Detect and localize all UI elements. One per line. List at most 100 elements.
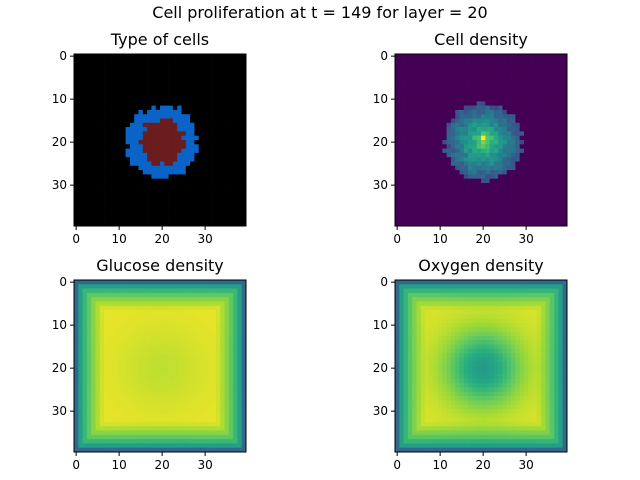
heatmap-cell xyxy=(433,191,439,197)
heatmap-cell xyxy=(168,383,174,388)
heatmap-cell xyxy=(112,383,118,388)
heatmap-cell xyxy=(134,183,139,188)
heatmap-cell xyxy=(155,152,161,158)
heatmap-cell xyxy=(211,208,217,214)
heatmap-cell xyxy=(459,127,465,132)
heatmap-cell xyxy=(446,114,452,119)
heatmap-cell xyxy=(134,79,139,85)
heatmap-cell xyxy=(224,208,230,214)
heatmap-cell xyxy=(198,292,204,298)
heatmap-cell xyxy=(112,165,118,171)
heatmap-cell xyxy=(455,183,460,188)
heatmap-cell xyxy=(172,404,178,410)
heatmap-cell xyxy=(224,88,230,94)
heatmap-cell xyxy=(485,152,490,158)
heatmap-cell xyxy=(429,174,435,180)
heatmap-cell xyxy=(228,174,234,180)
heatmap-cell xyxy=(95,62,101,68)
heatmap-cell xyxy=(112,178,118,184)
heatmap-cell xyxy=(463,109,469,115)
heatmap-cell xyxy=(151,434,157,440)
heatmap-cell xyxy=(82,131,88,137)
heatmap-cell xyxy=(489,131,495,137)
heatmap-cell xyxy=(241,327,247,332)
heatmap-cell xyxy=(125,109,131,115)
heatmap-cell xyxy=(198,140,204,145)
heatmap-cell xyxy=(438,66,443,72)
heatmap-cell xyxy=(476,58,482,63)
heatmap-cell xyxy=(228,447,234,453)
heatmap-cell xyxy=(481,195,486,201)
heatmap-cell xyxy=(78,391,83,397)
heatmap-cell xyxy=(524,288,529,294)
heatmap-cell xyxy=(112,331,118,337)
heatmap-cell xyxy=(112,426,118,431)
heatmap-cell xyxy=(91,66,96,72)
heatmap-cell xyxy=(207,170,212,175)
heatmap-cell xyxy=(74,127,79,132)
heatmap-cell xyxy=(181,79,187,85)
heatmap-cell xyxy=(481,174,486,180)
heatmap-cell xyxy=(241,221,247,227)
heatmap-cell xyxy=(121,305,126,311)
heatmap-cell xyxy=(416,178,422,184)
heatmap-cell xyxy=(142,323,148,328)
heatmap-cell xyxy=(95,439,101,444)
heatmap-cell xyxy=(198,370,204,375)
heatmap-cell xyxy=(489,221,495,227)
heatmap-cell xyxy=(91,447,96,453)
heatmap-cell xyxy=(233,301,238,307)
heatmap-cell xyxy=(198,353,204,358)
heatmap-cell xyxy=(515,71,521,76)
heatmap-cell xyxy=(549,88,555,94)
heatmap-cell xyxy=(203,122,208,128)
heatmap-cell xyxy=(215,305,221,311)
heatmap-cell xyxy=(138,335,144,341)
heatmap-cell xyxy=(151,54,157,59)
heatmap-cell xyxy=(194,92,200,98)
heatmap-cell xyxy=(407,105,413,111)
heatmap-cell xyxy=(147,183,152,188)
heatmap-cell xyxy=(472,58,478,63)
heatmap-cell xyxy=(463,204,469,210)
heatmap-cell xyxy=(506,165,512,171)
heatmap-cell xyxy=(155,383,161,388)
heatmap-cell xyxy=(151,165,157,171)
heatmap-cell xyxy=(198,92,204,98)
heatmap-cell xyxy=(112,353,118,358)
heatmap-cell xyxy=(412,284,417,289)
heatmap-cell xyxy=(160,340,165,345)
heatmap-cell xyxy=(562,161,568,167)
heatmap-cell xyxy=(407,101,413,106)
heatmap-cell xyxy=(233,152,238,158)
heatmap-cell xyxy=(515,170,521,175)
heatmap-cell xyxy=(412,135,417,141)
heatmap-cell xyxy=(446,84,452,89)
heatmap-cell xyxy=(558,195,564,201)
heatmap-cell xyxy=(211,348,217,354)
heatmap-cell xyxy=(562,191,568,197)
heatmap-cell xyxy=(142,148,148,154)
heatmap-cell xyxy=(489,118,495,124)
heatmap-cell xyxy=(78,378,83,384)
heatmap-cell xyxy=(407,144,413,149)
heatmap-cell xyxy=(220,165,225,171)
heatmap-cell xyxy=(425,101,430,106)
heatmap-cell xyxy=(224,335,230,341)
heatmap-cell xyxy=(181,396,187,401)
heatmap-cell xyxy=(155,434,161,440)
heatmap-cell xyxy=(541,170,546,175)
heatmap-cell xyxy=(177,310,182,315)
heatmap-cell xyxy=(562,217,568,223)
heatmap-cell xyxy=(481,54,486,59)
heatmap-cell xyxy=(476,178,482,184)
heatmap-cell xyxy=(151,213,157,218)
heatmap-cell xyxy=(168,118,174,124)
heatmap-cell xyxy=(160,396,165,401)
heatmap-cell xyxy=(151,187,157,192)
heatmap-cell xyxy=(528,144,533,149)
heatmap-cell xyxy=(438,195,443,201)
heatmap-cell xyxy=(121,118,126,124)
heatmap-cell xyxy=(211,200,217,205)
heatmap-cell xyxy=(224,122,230,128)
